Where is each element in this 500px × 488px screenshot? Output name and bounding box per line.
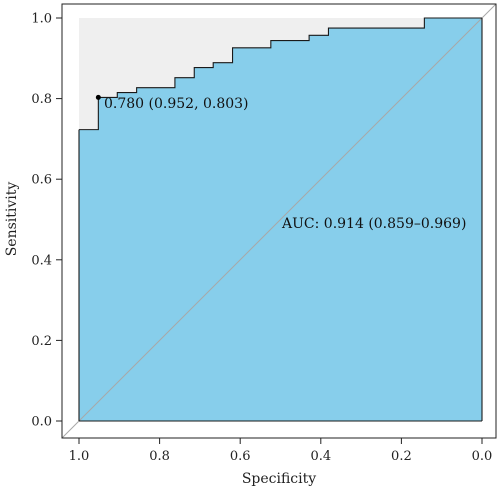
x-tick-label: 0.0 [472,449,493,464]
x-tick-label: 0.8 [149,449,170,464]
y-tick-label: 0.6 [31,173,52,188]
auc-label: AUC: 0.914 (0.859–0.969) [281,216,466,232]
y-tick-label: 0.8 [31,92,52,107]
y-tick-label: 0.0 [31,415,52,430]
x-tick-label: 0.6 [230,449,251,464]
plot-frame [61,3,497,439]
labels: Specificity Sensitivity 0.780 (0.952, 0.… [4,96,466,487]
reference-diagonal [61,3,497,439]
y-tick-label: 0.2 [31,334,52,349]
plot-lines [61,3,497,439]
y-tick-label: 0.4 [31,253,52,268]
x-tick-label: 1.0 [69,449,90,464]
x-tick-label: 0.4 [310,449,331,464]
best-point-label: 0.780 (0.952, 0.803) [104,96,249,112]
y-tick-label: 1.0 [31,12,52,27]
best-point-marker [95,94,101,100]
y-axis-title: Sensitivity [4,182,20,257]
roc-curve [79,17,482,131]
x-tick-label: 0.2 [391,449,412,464]
x-axis-title: Specificity [242,471,316,487]
axes: 1.0 0.8 0.6 0.4 0.2 0.0 0.0 0.2 0.4 0.6 0.8 1.0 [31,3,497,464]
